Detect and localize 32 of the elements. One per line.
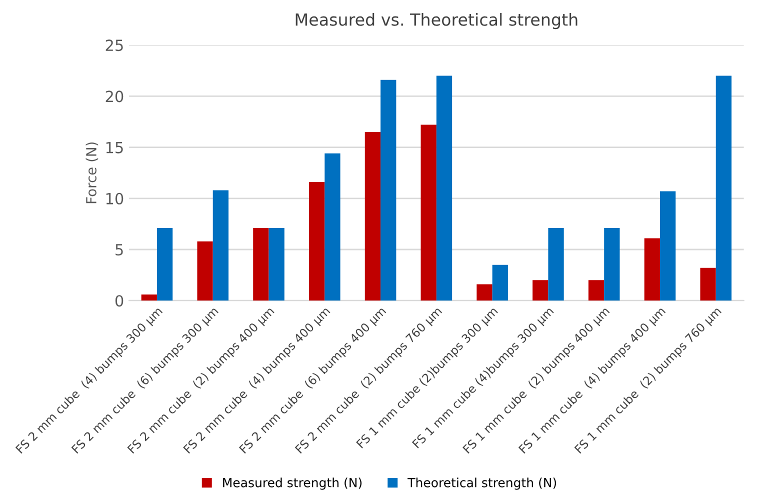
bar xyxy=(380,80,396,301)
y-tick-label: 20 xyxy=(106,90,124,102)
bar xyxy=(141,294,157,301)
bar xyxy=(253,228,269,301)
y-tick-label: 0 xyxy=(115,295,124,307)
bar xyxy=(156,228,173,301)
bar xyxy=(644,238,660,301)
bar xyxy=(660,191,676,301)
chart-title: Measured vs. Theoretical strength xyxy=(296,12,578,30)
bar xyxy=(700,268,716,301)
bar xyxy=(548,228,564,301)
y-tick-label: 10 xyxy=(106,192,124,204)
bar xyxy=(308,182,325,301)
bar xyxy=(476,284,492,301)
bar xyxy=(324,153,340,301)
y-axis-title: Force (N) xyxy=(86,142,98,204)
bar xyxy=(436,76,452,301)
legend-label: Measured strength (N) xyxy=(223,478,362,490)
bar xyxy=(492,264,508,301)
bar xyxy=(604,228,620,301)
bar xyxy=(532,280,548,301)
y-tick-label: 15 xyxy=(106,142,123,154)
bar xyxy=(364,132,381,301)
y-tick-label: 5 xyxy=(116,244,123,256)
legend-label: Theoretical strength (N) xyxy=(408,478,556,490)
bar xyxy=(716,76,732,301)
bar xyxy=(212,190,229,301)
bar xyxy=(197,241,213,301)
bar xyxy=(268,228,284,301)
y-tick-label: 25 xyxy=(106,40,123,52)
bar xyxy=(588,280,604,301)
bar xyxy=(420,124,436,301)
